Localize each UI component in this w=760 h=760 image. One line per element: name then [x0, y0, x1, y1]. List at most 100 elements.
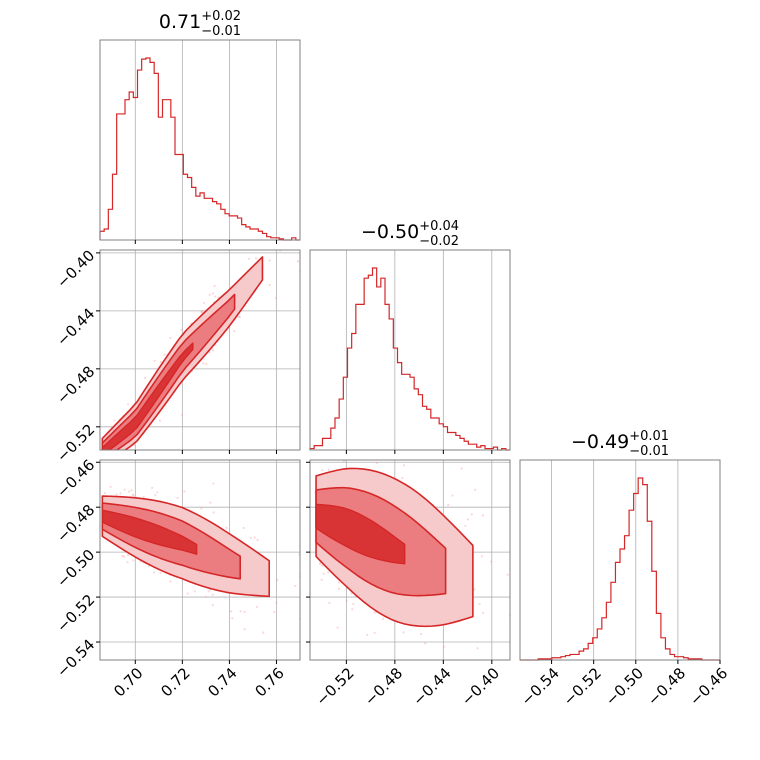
scatter-point — [158, 419, 162, 422]
scatter-point — [490, 560, 493, 563]
hist-frame-2 — [309, 249, 511, 451]
scatter-point — [237, 315, 240, 318]
scatter-point — [474, 488, 477, 491]
scatter-point — [256, 538, 259, 542]
y-tick-label: −0.54 — [53, 636, 98, 681]
scatter-point — [243, 610, 246, 614]
scatter-point — [333, 455, 335, 457]
scatter-point — [254, 257, 258, 260]
scatter-point — [109, 485, 112, 488]
scatter-point — [249, 536, 252, 540]
scatter-point — [180, 413, 184, 417]
pair-frame-pair_2_1 — [99, 249, 301, 451]
scatter-point — [276, 579, 279, 582]
scatter-pair_3_2 — [314, 438, 510, 706]
x-tick-label: −0.54 — [518, 664, 563, 709]
scatter-point — [204, 595, 207, 599]
scatter-point — [470, 513, 473, 516]
param-title-1-minus: 0.71−0.01 — [159, 11, 241, 39]
scatter-point — [345, 599, 348, 602]
marks-layer — [99, 57, 720, 661]
hist-frame-3 — [519, 459, 721, 661]
y-tick-label: −0.44 — [53, 305, 98, 350]
scatter-point — [351, 442, 353, 444]
scatter-pair_2_1 — [100, 235, 300, 459]
scatter-point — [153, 571, 156, 574]
scatter-point — [337, 587, 340, 590]
scatter-point — [211, 292, 215, 295]
contour-inner — [101, 342, 194, 450]
scatter-point — [295, 242, 297, 244]
histogram-3 — [520, 477, 720, 661]
y-tick-label: −0.50 — [53, 546, 98, 591]
scatter-point — [126, 561, 129, 564]
scatter-point — [268, 666, 270, 668]
contour-inner — [101, 509, 198, 555]
scatter-point — [159, 360, 162, 364]
hist-frame-1 — [99, 39, 301, 241]
scatter-point — [153, 359, 156, 362]
scatter-point — [267, 245, 269, 247]
scatter-point — [101, 450, 103, 452]
scatter-point — [100, 456, 102, 458]
scatter-point — [225, 526, 228, 529]
scatter-point — [464, 524, 467, 527]
x-tick-label: −0.52 — [560, 664, 605, 709]
scatter-point — [481, 611, 485, 614]
scatter-point — [375, 461, 379, 464]
title-plus: +0.04 — [419, 219, 459, 234]
scatter-point — [373, 611, 376, 614]
scatter-point — [352, 602, 355, 606]
scatter-point — [111, 451, 113, 453]
scatter-point — [328, 601, 331, 604]
y-tick-label: −0.52 — [53, 420, 98, 465]
scatter-point — [442, 645, 446, 649]
y-tick-label: −0.48 — [53, 501, 98, 546]
scatter-point — [211, 349, 215, 352]
scatter-point — [202, 301, 206, 304]
scatter-point — [351, 608, 354, 611]
scatter-point — [212, 511, 215, 514]
scatter-point — [327, 571, 330, 574]
scatter-point — [255, 605, 258, 608]
scatter-point — [209, 501, 212, 504]
scatter-point — [262, 631, 265, 634]
x-tick-label: 0.76 — [251, 664, 287, 700]
scatter-point — [336, 438, 338, 440]
scatter-point — [186, 592, 189, 595]
scatter-point — [214, 295, 217, 298]
scatter-point — [200, 507, 203, 510]
scatter-pair_3_1 — [101, 482, 300, 668]
scatter-point — [211, 593, 214, 596]
scatter-point — [460, 467, 463, 470]
histogram-1 — [99, 57, 300, 241]
scatter-point — [321, 564, 324, 567]
scatter-point — [427, 704, 429, 706]
scatter-point — [401, 476, 404, 479]
scatter-point — [318, 562, 322, 566]
scatter-point — [274, 296, 278, 299]
scatter-point — [350, 592, 353, 595]
x-tick-label: −0.48 — [361, 664, 406, 709]
scatter-point — [342, 442, 344, 444]
scatter-point — [208, 351, 211, 354]
pair-frame-pair_3_2 — [309, 459, 511, 661]
scatter-point — [159, 571, 162, 574]
scatter-point — [132, 559, 135, 562]
scatter-point — [123, 457, 125, 459]
scatter-point — [180, 328, 183, 331]
scatter-point — [131, 493, 135, 496]
param-title-2: −0.50+0.04 — [361, 219, 459, 243]
scatter-point — [202, 362, 205, 365]
scatter-point — [291, 235, 293, 237]
title-value: −0.49 — [571, 431, 629, 453]
scatter-point — [473, 588, 476, 591]
scatter-point — [273, 610, 276, 613]
title-minus: −0.01 — [629, 444, 669, 459]
title-plus: +0.01 — [629, 429, 669, 444]
scatter-point — [205, 362, 208, 365]
scatter-point — [123, 488, 126, 491]
scatter-point — [242, 526, 245, 530]
scatter-point — [373, 631, 376, 634]
